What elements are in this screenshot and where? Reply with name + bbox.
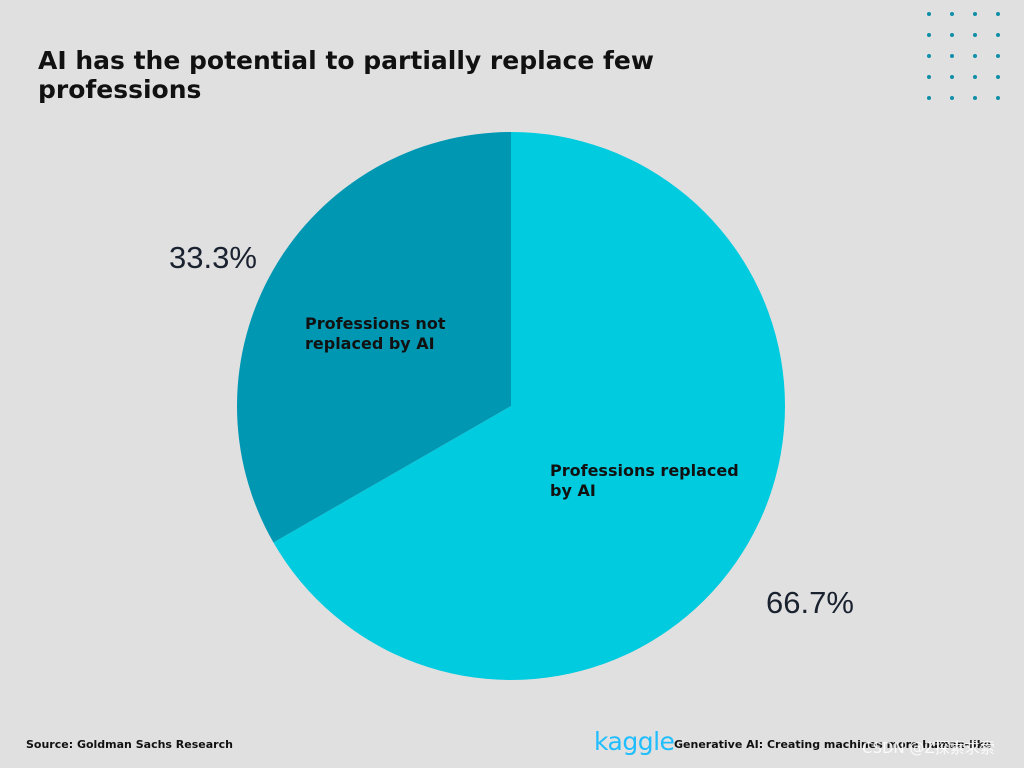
- slice-value-label: 33.3%: [169, 240, 257, 275]
- footer-tagline: Generative AI: Creating machines more hu…: [674, 738, 992, 751]
- decorative-dot: [927, 54, 931, 58]
- slice-label: Professions not replaced by AI: [305, 314, 446, 353]
- decorative-dot: [973, 12, 977, 16]
- decorative-dot: [973, 54, 977, 58]
- kaggle-logo: kaggle: [594, 727, 675, 756]
- decorative-dot: [973, 75, 977, 79]
- decorative-dot: [996, 54, 1000, 58]
- pie-slice: [236, 132, 511, 543]
- decorative-dot: [950, 12, 954, 16]
- chart-title: AI has the potential to partially replac…: [38, 46, 654, 104]
- decorative-dot: [927, 75, 931, 79]
- decorative-dot: [996, 75, 1000, 79]
- decorative-dot: [950, 75, 954, 79]
- decorative-dot: [927, 96, 931, 100]
- decorative-dot: [973, 96, 977, 100]
- decorative-dot: [973, 33, 977, 37]
- watermark: CSDN @Z探索求索: [862, 739, 995, 757]
- source-note: Source: Goldman Sachs Research: [26, 738, 233, 751]
- decorative-dot: [950, 33, 954, 37]
- decorative-dot: [996, 33, 1000, 37]
- decorative-dot: [996, 12, 1000, 16]
- slice-value-label: 66.7%: [766, 585, 854, 620]
- decorative-dot: [950, 96, 954, 100]
- slice-label: Professions replaced by AI: [550, 461, 739, 500]
- pie-slice: [273, 132, 785, 680]
- decorative-dot: [927, 33, 931, 37]
- pie-chart: Professions replaced by AI 66.7% Profession…: [169, 132, 854, 680]
- decorative-dot: [927, 12, 931, 16]
- decorative-dot: [996, 96, 1000, 100]
- decorative-dot: [950, 54, 954, 58]
- decorative-dot-grid: [927, 12, 1000, 100]
